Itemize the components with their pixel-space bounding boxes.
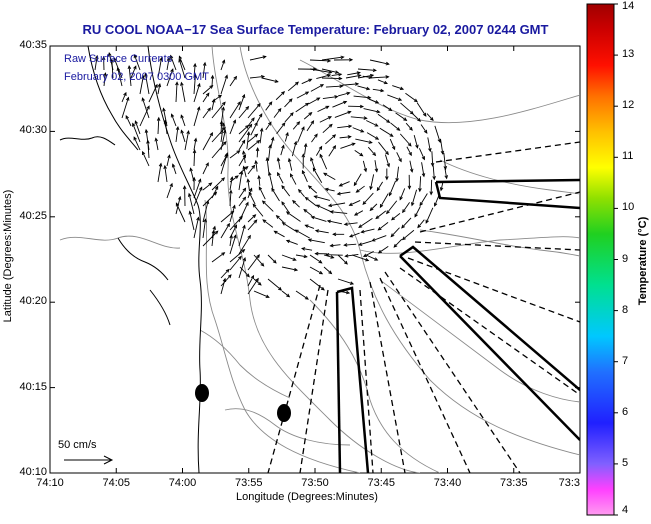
x-tick-label: 73:55 [235,477,263,489]
map-plot-frame [50,46,580,473]
subtitle-currents: Raw Surface Currents [64,53,172,65]
x-tick-label: 74:05 [102,477,130,489]
colorbar-tick-label: 5 [622,457,628,469]
mooring-marker [277,404,291,422]
colorbar-tick-label: 8 [622,304,628,316]
colorbar-tick-label: 12 [622,99,634,111]
y-tick-label: 40:10 [19,466,47,478]
y-tick-label: 40:15 [19,381,47,393]
x-tick-label: 73:40 [434,477,462,489]
scale-label: 50 cm/s [58,439,97,451]
colorbar-tick-label: 6 [622,406,628,418]
subtitle-date: February 02, 2007 0300 GMT [64,71,209,83]
y-tick-label: 40:25 [19,210,47,222]
x-tick-label: 74:00 [169,477,197,489]
y-tick-label: 40:35 [19,39,47,51]
colorbar-label: Temperature (°C) [637,186,649,336]
x-axis-label: Longitude (Degrees:Minutes) [236,491,378,503]
y-axis-label: Latitude (Degrees:Minutes) [2,186,14,326]
colorbar [587,4,614,515]
colorbar-tick-label: 7 [622,355,628,367]
colorbar-tick-label: 4 [622,504,628,516]
colorbar-tick-label: 9 [622,253,628,265]
x-tick-label: 73:45 [367,477,395,489]
colorbar-tick-label: 14 [622,0,634,12]
y-tick-label: 40:20 [19,295,47,307]
x-tick-label: 73:35 [500,477,528,489]
page-title: RU COOL NOAA−17 Sea Surface Temperature:… [38,22,593,37]
x-tick-label: 74:10 [36,477,64,489]
colorbar-tick-label: 13 [622,48,634,60]
x-tick-label: 73:50 [301,477,329,489]
mooring-marker [195,384,209,402]
x-tick-label: 73:3 [559,477,580,489]
colorbar-ticks [614,4,618,515]
y-tick-label: 40:30 [19,124,47,136]
colorbar-tick-label: 11 [622,150,633,162]
colorbar-tick-label: 10 [622,201,634,213]
